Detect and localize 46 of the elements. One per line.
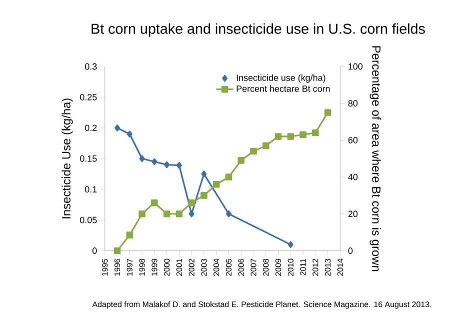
legend-label: Insecticide use (kg/ha): [236, 74, 326, 83]
point: [312, 129, 319, 136]
y-tick-label: 0.2: [84, 124, 97, 132]
point: [287, 133, 294, 140]
y2-axis-title: Percentage of area where Bt corn is grown: [370, 46, 381, 272]
point: [324, 109, 332, 116]
y-axis-title: Insecticide Use (kg/ha): [62, 98, 73, 218]
y-tick-label: 0: [92, 248, 97, 254]
y2-tick-label: 40: [348, 174, 358, 180]
point: [238, 157, 244, 164]
point: [164, 161, 170, 168]
y2-tick-label: 0: [348, 248, 353, 254]
y-tick-label: 0.05: [80, 216, 97, 224]
point: [300, 131, 306, 138]
point: [139, 155, 145, 162]
chart-title: Bt corn uptake and insecticide use in U.S. corn fields: [92, 23, 425, 37]
y2-tick-label: 100: [348, 63, 363, 70]
point: [188, 199, 195, 206]
point: [114, 124, 120, 132]
point: [163, 210, 170, 218]
point: [188, 210, 194, 218]
y2-tick-label: 60: [348, 136, 358, 144]
point: [114, 247, 121, 254]
point: [152, 158, 158, 166]
point: [226, 210, 232, 218]
y-tick-label: 0.25: [80, 94, 97, 100]
y-tick-label: 0.3: [84, 63, 97, 70]
point: [126, 130, 132, 138]
point: [176, 162, 182, 169]
point: [138, 210, 146, 218]
point: [262, 142, 270, 150]
point: [250, 148, 257, 155]
legend-label: Percent hectare Bt corn: [236, 85, 330, 92]
point: [126, 232, 134, 238]
point: [274, 133, 282, 140]
y2-tick-label: 20: [348, 210, 358, 218]
point: [288, 241, 294, 248]
point: [176, 210, 183, 218]
point: [225, 174, 232, 180]
point: [151, 199, 158, 206]
point: [200, 192, 208, 199]
point: [201, 170, 207, 178]
y-tick-label: 0.15: [80, 155, 97, 162]
point: [212, 180, 220, 188]
y-tick-label: 0.1: [84, 186, 97, 192]
y2-tick-label: 80: [348, 100, 358, 106]
